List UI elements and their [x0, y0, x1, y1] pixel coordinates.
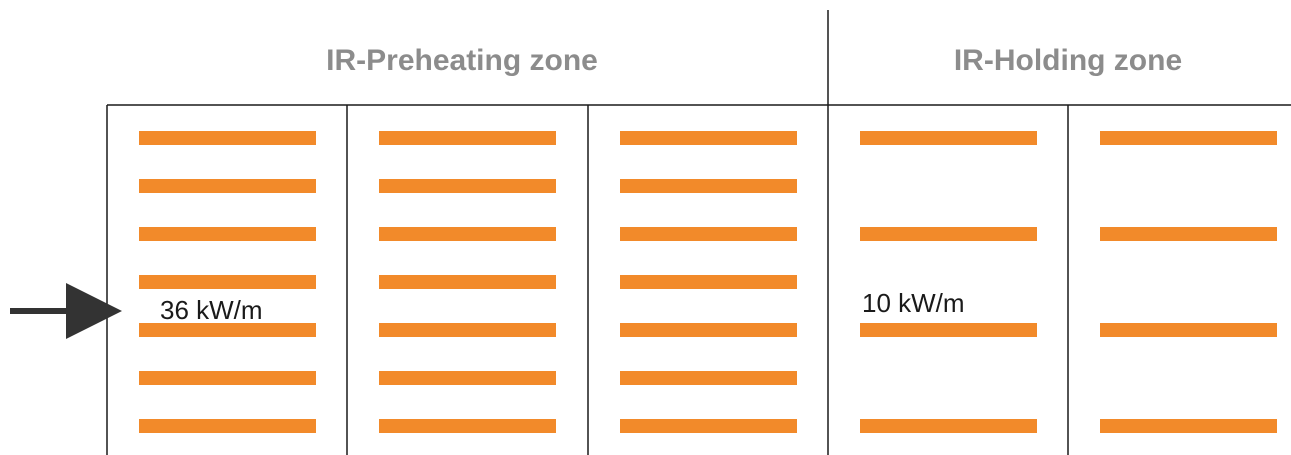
heater-bar: [379, 371, 556, 385]
heater-bar: [860, 323, 1037, 337]
zone-title: IR-Preheating zone: [326, 44, 598, 77]
heater-bar: [139, 323, 316, 337]
heater-bar: [620, 323, 797, 337]
heater-bar: [620, 275, 797, 289]
zone-title: IR-Holding zone: [954, 44, 1182, 77]
heater-bar: [860, 131, 1037, 145]
heater-bar: [1100, 131, 1277, 145]
heater-columns: [106, 105, 1277, 455]
heater-bar: [379, 275, 556, 289]
heater-bar: [860, 419, 1037, 433]
heater-bar: [379, 323, 556, 337]
heater-bar: [379, 227, 556, 241]
heater-bar: [1100, 323, 1277, 337]
heater-bar: [139, 131, 316, 145]
heater-bar: [379, 419, 556, 433]
heater-bar: [620, 371, 797, 385]
heater-bar: [139, 371, 316, 385]
heater-bar: [139, 275, 316, 289]
heater-bar: [620, 419, 797, 433]
heater-bar: [1100, 419, 1277, 433]
heater-bar: [620, 131, 797, 145]
heater-bar: [620, 227, 797, 241]
heater-bar: [139, 419, 316, 433]
heater-bar: [860, 227, 1037, 241]
arrow-head: [66, 283, 122, 339]
power-label: 10 kW/m: [862, 288, 965, 318]
heater-bar: [139, 179, 316, 193]
heater-bar: [379, 131, 556, 145]
arrow: [10, 283, 122, 339]
heater-bar: [379, 179, 556, 193]
heater-bar: [1100, 227, 1277, 241]
heater-bar: [139, 227, 316, 241]
power-label: 36 kW/m: [160, 295, 263, 325]
heater-bar: [620, 179, 797, 193]
